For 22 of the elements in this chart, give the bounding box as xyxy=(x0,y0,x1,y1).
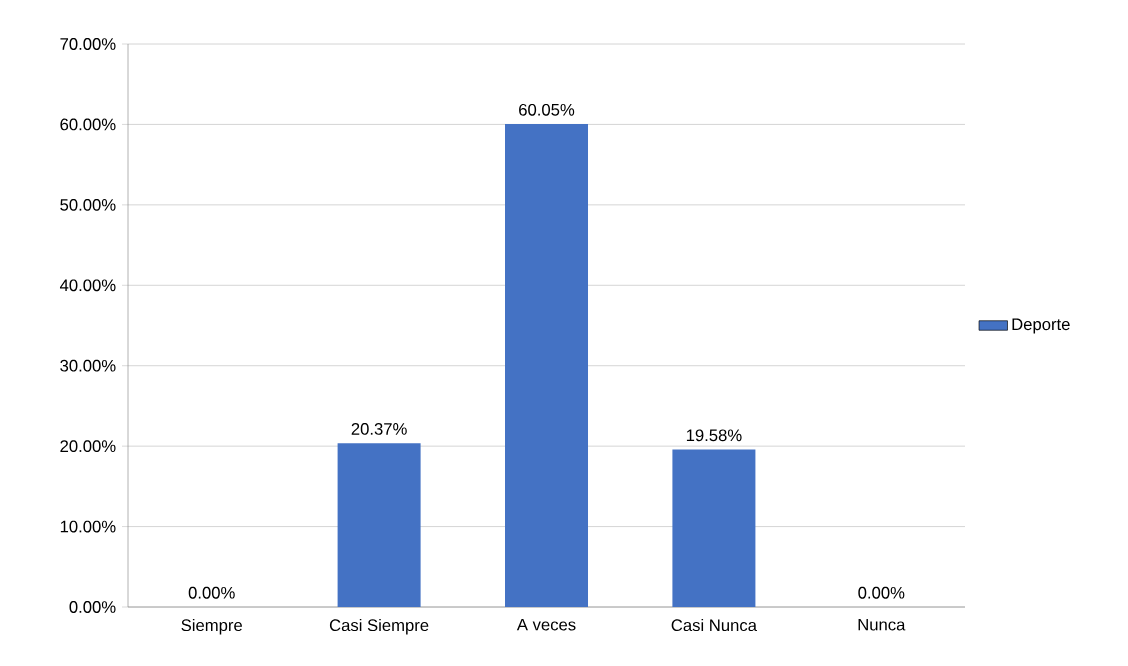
y-tick-label: 0.00% xyxy=(69,601,116,613)
x-tick-label: Casi Siempre xyxy=(329,618,429,635)
y-tick-label: 10.00% xyxy=(60,520,116,533)
y-tick-label: 50.00% xyxy=(60,198,116,211)
data-label: 19.58% xyxy=(686,429,742,442)
bar xyxy=(505,124,589,607)
y-tick-label: 40.00% xyxy=(59,279,116,292)
data-label: 20.37% xyxy=(351,423,407,435)
data-label: 0.00% xyxy=(188,586,235,599)
x-tick-label: Siempre xyxy=(181,618,242,635)
x-tick-label: Casi Nunca xyxy=(671,618,757,632)
y-tick-label: 70.00% xyxy=(60,38,116,50)
y-tick-label: 60.00% xyxy=(60,118,116,131)
data-label: 60.05% xyxy=(519,103,575,116)
y-tick-label: 30.00% xyxy=(60,359,116,372)
y-tick-label: 20.00% xyxy=(60,440,116,453)
legend-label: Deporte xyxy=(1012,318,1070,334)
bar xyxy=(337,443,421,607)
x-tick-label: Nunca xyxy=(858,618,906,631)
data-label: 0.00% xyxy=(858,586,905,599)
x-tick-label: A veces xyxy=(516,618,576,631)
bar xyxy=(672,449,756,607)
